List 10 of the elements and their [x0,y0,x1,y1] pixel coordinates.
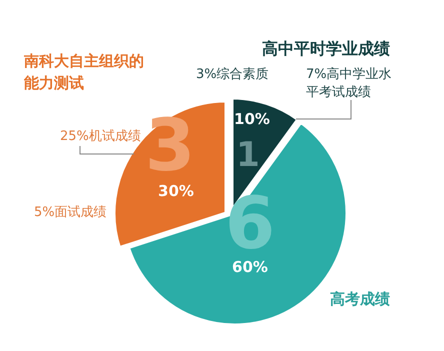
text: 3%综合素质 [196,67,269,82]
data-label: 30% [158,182,194,200]
slice-label: 高考成绩 [330,290,390,308]
text: 7%高中学业水平考试成绩 [306,66,392,100]
text: 25%机试成绩 [60,129,141,144]
text: 1 [236,135,260,175]
data-label: 10% [234,110,270,128]
slice-label: 高中平时学业成绩 [262,39,390,58]
slice-label: 南科大自主组织的能力测试 [23,52,144,92]
text: 5%面试成绩 [34,205,107,220]
